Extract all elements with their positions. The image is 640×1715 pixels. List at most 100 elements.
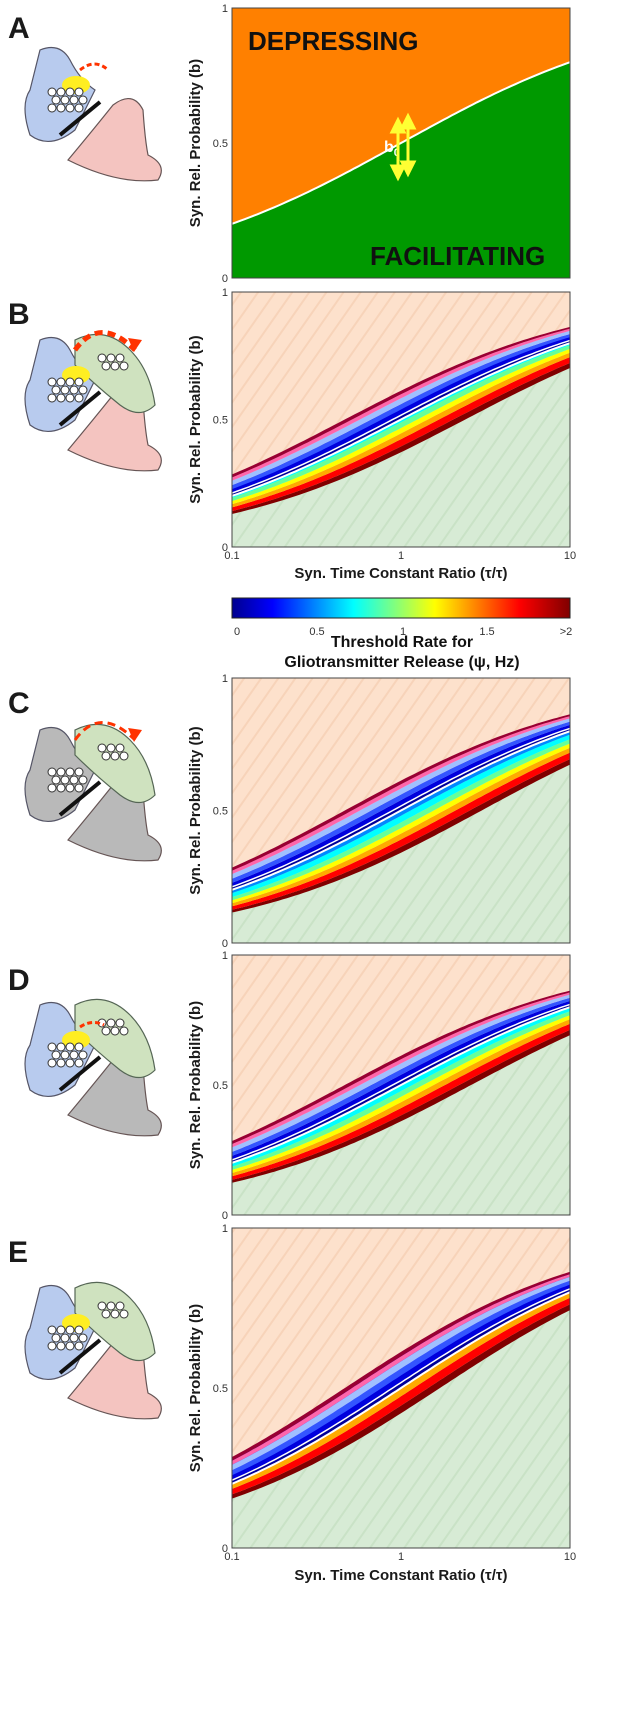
vesicle-icon — [60, 1050, 70, 1060]
vesicle-icon — [65, 377, 75, 387]
y-axis-label: Syn. Rel. Probability (b) — [187, 726, 204, 894]
vesicle-icon — [51, 775, 61, 785]
vesicle-icon — [106, 1018, 116, 1028]
vesicle-icon — [119, 1309, 129, 1319]
arrowhead-icon — [128, 338, 142, 352]
vesicle-icon — [60, 1333, 70, 1343]
threshold-band-strip — [232, 1280, 570, 1476]
vesicle-icon — [78, 1050, 88, 1060]
y-tick-label: 1 — [222, 950, 228, 962]
astrocyte-process-icon — [74, 723, 156, 804]
vesicle-icon — [47, 767, 57, 777]
threshold-band-strip — [232, 994, 570, 1152]
threshold-band-strip — [232, 714, 570, 871]
colorbar-title-line1: Threshold Rate for — [331, 634, 473, 651]
vesicle-icon — [65, 1341, 75, 1351]
vesicle-icon — [65, 393, 75, 403]
vesicle-icon — [106, 1301, 116, 1311]
threshold-band-strip — [232, 1288, 570, 1484]
vesicle-icon — [65, 1058, 75, 1068]
vesicle-icon — [47, 1341, 57, 1351]
synaptic-cleft-icon — [58, 390, 102, 427]
plot-panel-c: 0 0.5 1 Syn. Rel. Probability (b) — [187, 673, 571, 950]
vesicle-icon — [47, 1325, 57, 1335]
vesicle-icon — [47, 377, 57, 387]
vesicle-icon — [65, 767, 75, 777]
vesicle-icon — [56, 87, 66, 97]
vesicle-icon — [74, 1341, 84, 1351]
vesicle-icon — [56, 1058, 66, 1068]
colorbar-tick-1: 1 — [400, 626, 406, 638]
threshold-band-strip — [232, 1271, 570, 1461]
vesicle-icon — [74, 377, 84, 387]
vesicle-icon — [74, 1058, 84, 1068]
synaptic-cleft-icon — [58, 1055, 102, 1092]
threshold-band-strip — [232, 1297, 570, 1495]
vesicle-icon — [97, 1301, 107, 1311]
vesicle-icon — [69, 1333, 79, 1343]
y-axis-label: Syn. Rel. Probability (b) — [187, 1001, 204, 1169]
vesicle-icon — [47, 783, 57, 793]
synapse-cartoon-b — [24, 330, 162, 472]
x-axis-label: Syn. Time Constant Ratio (τ/τ) — [294, 565, 507, 582]
vesicle-icon — [115, 743, 125, 753]
y-tick-label: 0.5 — [213, 1080, 228, 1092]
vesicle-icon — [60, 775, 70, 785]
plot-frame — [231, 7, 571, 279]
y-tick-label: 1 — [222, 287, 228, 299]
y-tick-label: 0.5 — [213, 138, 228, 150]
vesicle-icon — [110, 1026, 120, 1036]
vesicle-icon — [65, 783, 75, 793]
threshold-band-strip — [232, 1019, 570, 1177]
vesicle-icon — [51, 385, 61, 395]
b0-boundary-curve — [232, 730, 570, 891]
b0-boundary-curve — [232, 342, 570, 497]
gliotransmitter-release-arrow-icon — [79, 1020, 105, 1029]
threshold-band-strip — [232, 340, 570, 496]
panel-letter-c: C — [8, 687, 30, 720]
vesicle-icon — [78, 1333, 88, 1343]
threshold-band-strip — [232, 334, 570, 490]
vesicle-icon — [110, 751, 120, 761]
vesicle-icon — [110, 1309, 120, 1319]
threshold-band-strip — [232, 992, 570, 1148]
threshold-band-strip — [232, 348, 570, 505]
threshold-band-strip — [232, 1304, 570, 1499]
synaptic-cleft-icon — [58, 780, 102, 817]
vesicle-icon — [119, 1026, 129, 1036]
vesicle-icon — [119, 751, 129, 761]
x-axis-label: Syn. Time Constant Ratio (τ/τ) — [294, 1567, 507, 1584]
threshold-band-strip — [232, 990, 570, 1145]
panel-letter-a: A — [8, 12, 30, 45]
b0-updown-arrows-icon — [389, 112, 417, 182]
threshold-band-strip — [232, 1292, 570, 1489]
colorbar-tick-2: >2 — [560, 626, 573, 638]
plot-panel-d: 0 0.5 1 Syn. Rel. Probability (b) — [187, 950, 571, 1222]
x-tick-label: 10 — [564, 550, 576, 562]
threshold-band-strip — [232, 345, 570, 501]
vesicle-icon — [69, 95, 79, 105]
y-tick-label: 1 — [222, 1223, 228, 1235]
vesicle-icon — [69, 385, 79, 395]
vesicle-icon — [56, 1341, 66, 1351]
vesicle-icon — [69, 775, 79, 785]
vesicle-icon — [115, 1301, 125, 1311]
synapse-cartoon-a — [24, 47, 162, 182]
astrocyte-process-icon — [74, 333, 156, 414]
vesicle-icon — [101, 1026, 111, 1036]
vesicle-icon — [78, 385, 88, 395]
vesicle-icon — [60, 385, 70, 395]
vesicle-icon — [106, 353, 116, 363]
vesicle-icon — [78, 95, 88, 105]
synaptic-cleft-icon — [58, 1338, 102, 1375]
vesicle-icon — [65, 1042, 75, 1052]
vesicle-icon — [74, 87, 84, 97]
colorbar — [231, 597, 571, 619]
gliotransmitter-loop-arrow-icon — [73, 721, 137, 742]
synapse-release-arrow-icon — [79, 62, 110, 72]
b0-boundary-curve-outline — [232, 1003, 570, 1161]
vesicle-icon — [65, 87, 75, 97]
panel-letter-b: B — [8, 298, 30, 331]
vesicle-icon — [115, 1018, 125, 1028]
threshold-band-strip — [232, 743, 570, 904]
